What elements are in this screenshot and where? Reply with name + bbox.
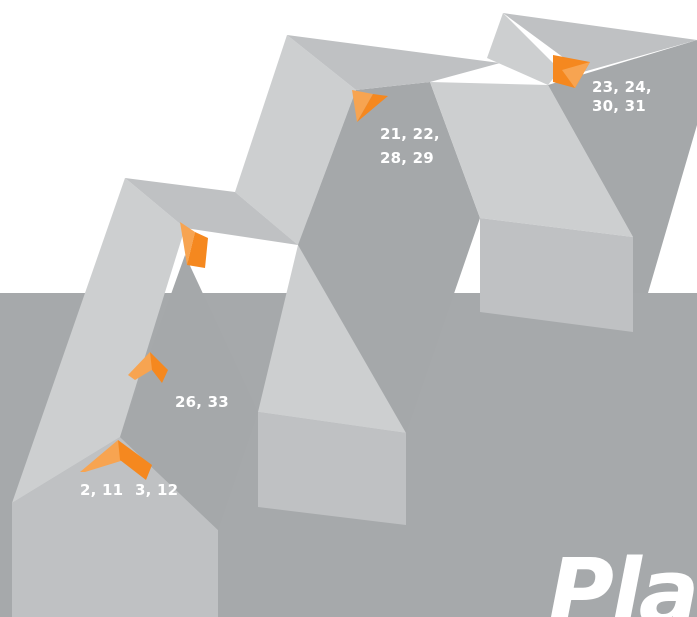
front-left-wall bbox=[12, 437, 218, 617]
far-right-face bbox=[548, 40, 697, 293]
right-top-left-face bbox=[487, 13, 560, 85]
middle-block-front bbox=[258, 412, 406, 525]
right-block-front bbox=[480, 218, 633, 332]
label-21-22-28-29: 21, 22, 28, 29 bbox=[380, 125, 440, 167]
brand-logo-text: Plas bbox=[548, 540, 697, 617]
joint-19-marker-side bbox=[187, 232, 208, 268]
left-roof-face bbox=[12, 178, 185, 503]
joint-26-marker bbox=[128, 352, 155, 380]
joint-23-marker-light bbox=[562, 62, 590, 88]
joint-26-marker-side bbox=[150, 352, 168, 383]
center-ridge-left-face bbox=[235, 35, 356, 245]
label-23-24-30-31: 23, 24, 30, 31 bbox=[592, 78, 652, 115]
middle-block-top bbox=[185, 192, 406, 433]
label-3-12: 3, 12 bbox=[135, 481, 179, 499]
center-top-ridge bbox=[287, 35, 500, 90]
center-ridge-right-face bbox=[298, 82, 480, 433]
right-block-top bbox=[430, 82, 633, 237]
label-26-33: 26, 33 bbox=[175, 393, 229, 411]
right-top-ridge bbox=[503, 13, 697, 72]
label-19: 19 bbox=[216, 253, 238, 271]
joint-19-marker bbox=[180, 222, 195, 265]
joint-3-marker bbox=[118, 440, 152, 480]
label-2-11: 2, 11 bbox=[80, 481, 124, 499]
lower-right-facet bbox=[120, 255, 258, 530]
joint-21-marker bbox=[352, 90, 373, 122]
joint-21-marker-side bbox=[357, 94, 388, 122]
joint-2-marker bbox=[80, 440, 124, 472]
left-top-ridge bbox=[125, 178, 298, 245]
